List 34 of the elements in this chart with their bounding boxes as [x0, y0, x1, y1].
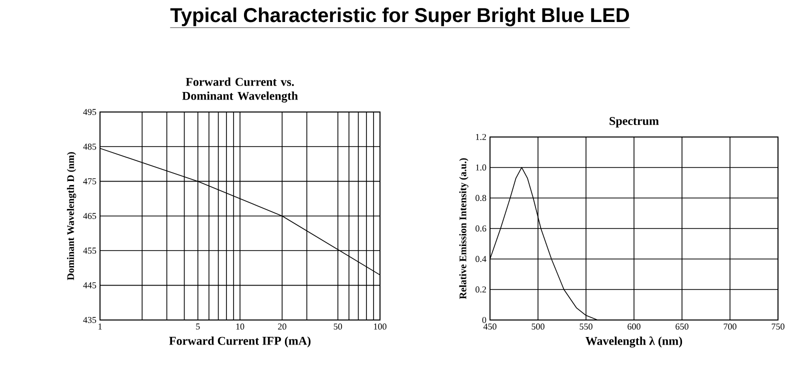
x-tick-label: 650 [676, 324, 688, 330]
y-axis-title: Relative Emission Intensity (a.u.) [459, 158, 468, 300]
x-axis-title: Wavelength λ (nm) [586, 336, 682, 348]
y-tick-label: 1.0 [476, 164, 486, 171]
x-tick-label: 5 [196, 324, 200, 330]
y-tick-label: 1.2 [476, 134, 486, 140]
x-tick-label: 600 [628, 324, 640, 330]
x-tick-label: 550 [580, 324, 592, 330]
x-tick-label: 10 [236, 324, 244, 330]
chart-subtitle: Forward Current vs. Dominant Wavelength [182, 77, 298, 102]
x-tick-label: 20 [278, 324, 286, 330]
y-tick-label: 0.2 [476, 286, 486, 293]
y-tick-label: 455 [83, 248, 96, 254]
x-axis-title: Forward Current IFP (mA) [169, 336, 311, 348]
y-tick-label: 465 [83, 212, 96, 220]
x-tick-label: 1 [98, 324, 102, 330]
x-tick-label: 700 [724, 324, 736, 330]
y-tick-label: 0.4 [476, 256, 486, 262]
y-tick-label: 0 [482, 316, 486, 324]
y-tick-label: 0.8 [476, 194, 486, 202]
y-tick-label: 435 [83, 316, 96, 324]
chart-title: Typical Characteristic for Super Bright Blue LED [170, 8, 629, 26]
y-tick-label: 495 [83, 108, 96, 116]
y-axis-title: Dominant Wavelength D (nm) [66, 152, 76, 280]
y-tick-label: 485 [83, 144, 96, 150]
y-tick-label: 0.6 [476, 225, 486, 232]
x-tick-label: 500 [532, 324, 544, 330]
x-tick-label: 100 [374, 324, 386, 330]
x-tick-label: 450 [483, 324, 496, 330]
chart-title: Spectrum [610, 116, 659, 128]
y-tick-label: 475 [83, 178, 96, 184]
x-tick-label: 50 [334, 324, 342, 330]
y-tick-label: 445 [83, 282, 96, 288]
x-tick-label: 750 [772, 324, 784, 330]
